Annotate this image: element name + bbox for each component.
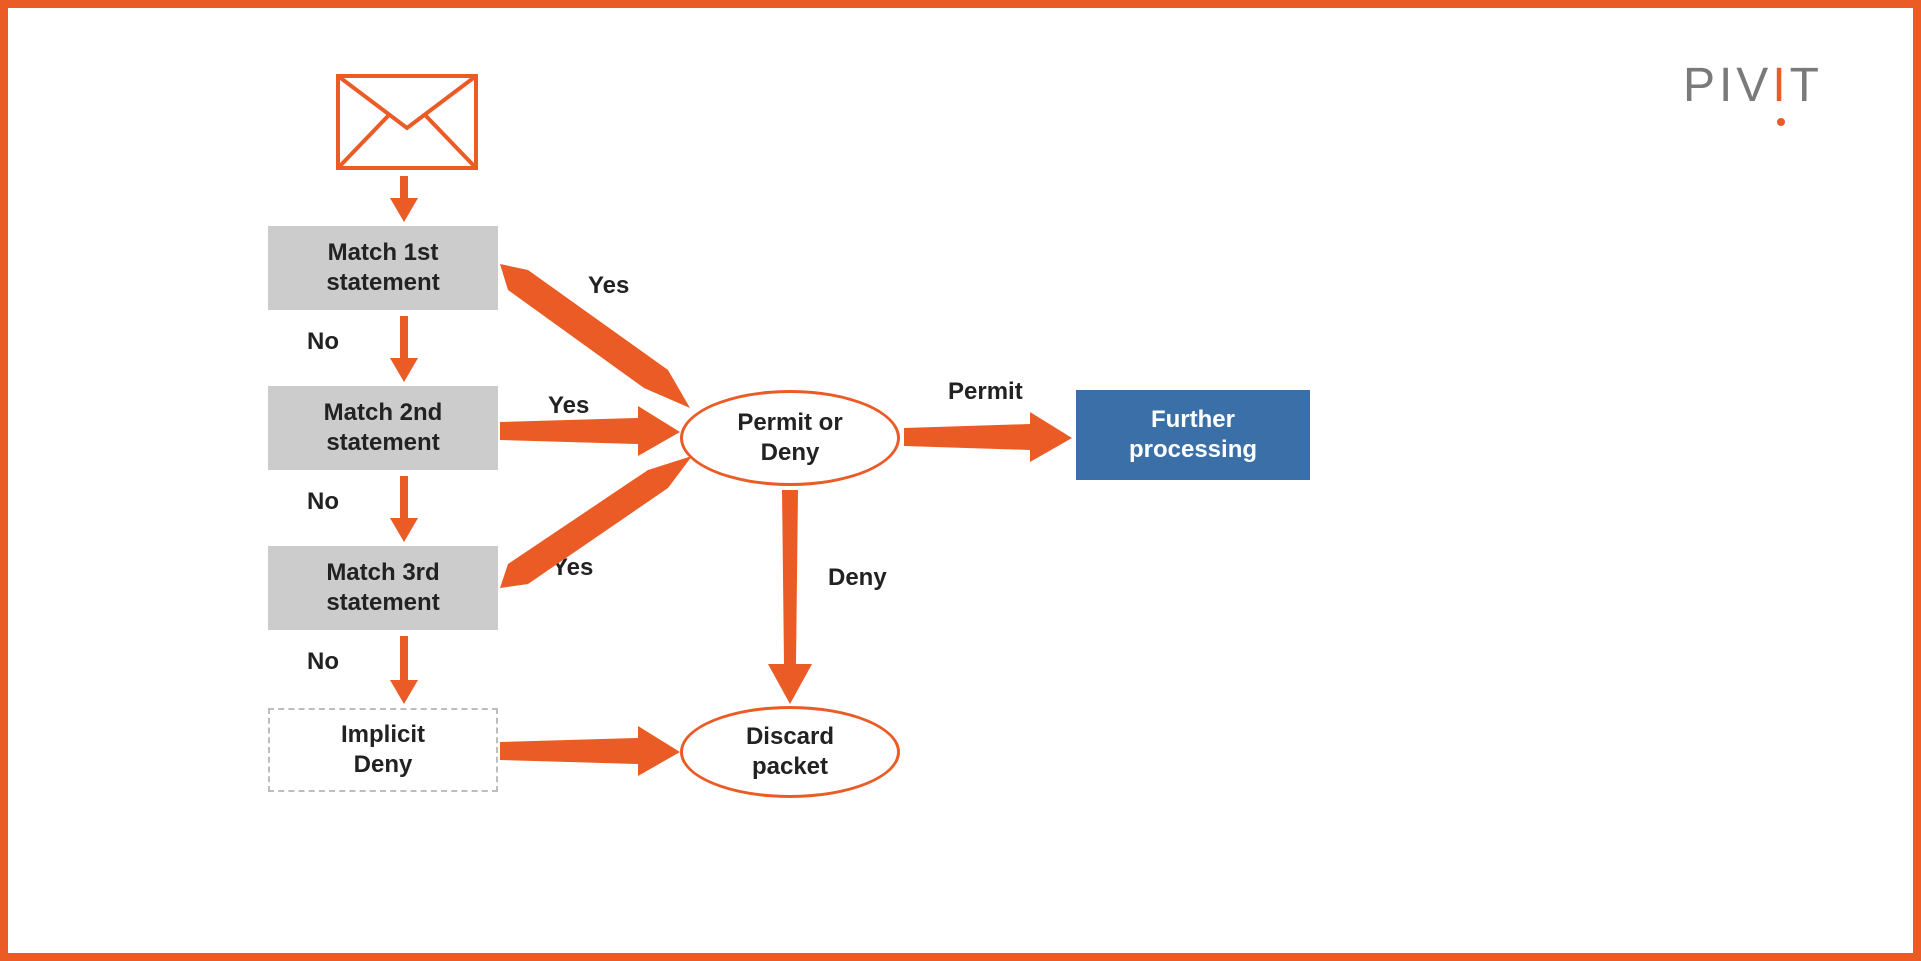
node-match-1: Match 1st statement: [268, 226, 498, 310]
label-yes-3: Yes: [552, 554, 593, 582]
arrow-match3-to-implicit: [390, 636, 418, 704]
node-match-3: Match 3rd statement: [268, 546, 498, 630]
label-yes-2: Yes: [548, 392, 589, 420]
node-match-2-label: Match 2nd statement: [324, 398, 443, 458]
node-match-3-label: Match 3rd statement: [326, 558, 439, 618]
arrow-match2-to-match3: [390, 476, 418, 542]
arrows-layer: [8, 8, 1913, 953]
arrow-match3-yes: [500, 456, 692, 588]
arrow-match1-to-match2: [390, 316, 418, 382]
logo-text-1: PIV: [1683, 59, 1772, 112]
node-match-2: Match 2nd statement: [268, 386, 498, 470]
node-further-processing: Further processing: [1076, 390, 1310, 480]
diagram-frame: PIVIT Match 1st statement Match 2nd stat…: [0, 0, 1921, 961]
node-discard-label: Discard packet: [746, 722, 834, 782]
label-no-1: No: [307, 328, 339, 356]
arrow-env-to-match1: [390, 176, 418, 222]
envelope-icon: [8, 8, 1913, 953]
node-permit-or-deny: Permit or Deny: [680, 390, 900, 486]
node-implicit-deny: Implicit Deny: [268, 708, 498, 792]
node-discard-packet: Discard packet: [680, 706, 900, 798]
node-match-1-label: Match 1st statement: [326, 238, 439, 298]
label-deny: Deny: [828, 564, 887, 592]
logo-accent-letter: I: [1772, 59, 1789, 112]
logo-accent: I: [1772, 59, 1789, 112]
arrow-permitdeny-to-discard: [768, 490, 812, 704]
label-permit: Permit: [948, 378, 1023, 406]
logo-dot-icon: [1777, 118, 1785, 126]
arrow-permit-to-further: [904, 412, 1072, 462]
node-implicit-label: Implicit Deny: [341, 720, 425, 780]
node-permit-or-deny-label: Permit or Deny: [737, 408, 842, 468]
node-further-label: Further processing: [1129, 405, 1257, 465]
arrow-match2-yes: [500, 406, 680, 456]
label-no-2: No: [307, 488, 339, 516]
arrow-implicit-to-discard: [500, 726, 680, 776]
pivit-logo: PIVIT: [1683, 58, 1823, 113]
label-yes-1: Yes: [588, 272, 629, 300]
label-no-3: No: [307, 648, 339, 676]
logo-text-2: T: [1790, 59, 1823, 112]
